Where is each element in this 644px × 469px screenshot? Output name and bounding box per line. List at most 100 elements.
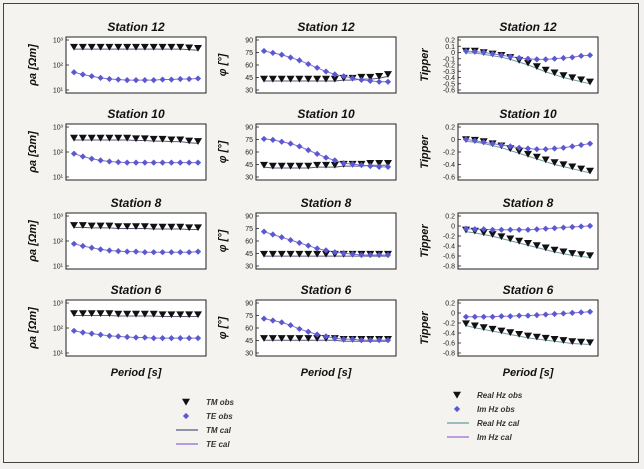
chart-3-phase-series-1-point: [305, 328, 312, 335]
chart-0-phase-ytick: 60: [245, 63, 253, 70]
chart-0-tipper-ytick: 0.2: [445, 38, 455, 45]
chart-0-rho-series-0-point: [158, 43, 167, 51]
chart-1-rho-series-0-point: [167, 136, 176, 144]
chart-3-rho-series-0-point: [194, 311, 202, 319]
chart-1-rho-series-0-point: [176, 136, 185, 144]
chart-0-rho-series-1-point: [70, 69, 78, 76]
chart-2-rho-series-0-point: [194, 224, 202, 232]
chart-3-phase-series-1-point: [384, 337, 392, 344]
chart-1-phase-ytick: 75: [245, 137, 253, 144]
chart-1-tipper-series-1-point: [489, 140, 496, 147]
chart-0-rho-series-1-point: [150, 77, 157, 84]
chart-3-tipper-ytick: -0.4: [443, 331, 455, 338]
chart-0-tipper-ytick: 0.1: [445, 44, 455, 51]
chart-2-phase-series-0-point: [260, 250, 268, 258]
chart-3-rho-ytick: 10³: [53, 301, 64, 308]
chart-2-tipper-series-0-point: [515, 237, 524, 245]
chart-1-rho-series-0-point: [87, 134, 96, 142]
chart-3-phase-ylabel: φ [°]: [217, 316, 229, 339]
chart-3-phase-series-1-point: [314, 331, 321, 338]
chart-2-tipper-series-0-point: [506, 235, 515, 243]
chart-1-rho-ytick: 10¹: [53, 175, 64, 182]
chart-3-rho-series-1-point: [177, 334, 184, 342]
chart-0-rho-series-1-point: [194, 75, 202, 82]
chart-1-phase-series-0-point: [304, 162, 313, 170]
chart-3-phase-series-0-point: [313, 335, 322, 342]
chart-3-phase-series-0-point: [260, 335, 268, 342]
chart-2-rho-series-1-point: [124, 248, 131, 255]
chart-1-phase-series-0-point: [313, 161, 322, 169]
chart-0-rho-series-1-point: [141, 77, 148, 84]
chart-0-rho-ytick: 10¹: [53, 88, 64, 95]
chart-0-tipper-ytick: -0.5: [443, 81, 455, 88]
chart-0-rho-series-0-point: [167, 43, 176, 51]
chart-2-phase-series-0-point: [277, 250, 286, 258]
chart-2-rho-series-0-point: [78, 222, 87, 229]
chart-3-phase-ytick: 90: [245, 301, 253, 308]
chart-2-tipper-series-1-point: [471, 226, 478, 233]
legend-left-item-label: TM cal: [206, 426, 232, 435]
chart-0-rho-series-0-point: [123, 43, 132, 51]
chart-3-phase-series-1-point: [278, 319, 285, 326]
chart-2-tipper-ytick: -0.4: [443, 244, 455, 251]
chart-1-tipper-series-0-point: [532, 153, 541, 161]
chart-3-phase-series-1-point: [287, 322, 294, 329]
chart-3-rho-series-0-point: [185, 311, 194, 319]
chart-3-tipper-ytick: 0: [451, 311, 455, 318]
chart-2-rho-series-1-point: [159, 249, 166, 256]
chart-2-rho-series-0-point: [123, 223, 132, 231]
chart-3-phase-series-0-point: [268, 335, 277, 342]
chart-2-rho-series-0-point: [158, 223, 167, 231]
chart-1-tipper-series-0-point: [586, 167, 594, 175]
chart-3-tipper-ytick: -0.6: [443, 341, 455, 348]
chart-3-tipper-series-1-point: [533, 312, 540, 319]
chart-0-rho-series-1-point: [168, 76, 175, 83]
chart-2-phase-series-1-point: [305, 242, 312, 249]
chart-0-rho-series-1-point: [159, 76, 166, 83]
chart-3-phase-series-1-point: [296, 325, 303, 333]
chart-1-phase-series-0-point: [286, 162, 295, 170]
chart-2-rho-series-0-point: [96, 222, 105, 230]
chart-2-rho-series-1-point: [106, 247, 113, 254]
chart-1-rho-series-1-point: [141, 159, 148, 166]
chart-0-phase-ylabel: φ [°]: [217, 53, 229, 76]
chart-1-rho-series-0-point: [149, 135, 158, 143]
chart-2-rho-series-0-point: [114, 223, 123, 231]
chart-0-rho-series-1-point: [177, 75, 184, 83]
chart-2-tipper-series-0-point: [568, 250, 577, 257]
chart-3-rho-series-0-point: [158, 311, 167, 319]
chart-1-rho-series-0-point: [158, 135, 167, 143]
chart-3-phase-series-0-point: [295, 335, 304, 342]
legend-right-item-marker: [453, 405, 461, 413]
chart-1-rho-series-1-point: [159, 159, 166, 166]
chart-1-rho-series-1-point: [186, 159, 193, 166]
chart-2-phase-ytick: 75: [245, 226, 253, 233]
chart-1-phase-series-0-point: [268, 162, 277, 170]
figure-canvas: Station 12 ρa [Ωm] 10³ 10² 10¹ Station 12 φ [°…: [27, 20, 599, 449]
chart-3-phase-ytick: 75: [245, 313, 253, 320]
chart-1-tipper-ytick: -0.6: [443, 175, 455, 182]
chart-2-rho-series-1-point: [79, 242, 86, 250]
chart-3-rho-series-0-point: [70, 310, 78, 318]
chart-3-phase-series-0-point: [277, 335, 286, 342]
chart-0-rho-ytick: 10²: [53, 63, 64, 70]
chart-0-phase-title: Station 12: [297, 20, 355, 34]
chart-3-phase-ytick: 45: [245, 338, 253, 345]
chart-3-rho-series-0-point: [105, 310, 114, 318]
chart-1-tipper-series-0-point: [550, 159, 559, 167]
chart-3-tipper-series-0-point: [524, 332, 532, 340]
chart-0-tipper-ytick: 0: [451, 50, 455, 57]
legend-right-item-label: Im Hz cal: [477, 433, 512, 442]
chart-3-tipper-ytick: 0.2: [445, 301, 455, 308]
chart-2-phase-ylabel: φ [°]: [217, 229, 229, 252]
x-axis-label: Period [s]: [301, 367, 352, 379]
chart-3-tipper-series-0-point: [479, 324, 488, 332]
chart-3-tipper-series-1-point: [498, 313, 505, 320]
chart-0-rho-title: Station 12: [107, 20, 165, 34]
chart-0-tipper-series-0-point: [524, 59, 532, 67]
chart-0-phase-series-0-point: [366, 73, 375, 81]
chart-1-tipper-series-0-point: [515, 148, 524, 155]
chart-0-phase-series-0-point: [286, 75, 295, 83]
chart-2-rho-series-1-point: [168, 249, 175, 256]
chart-0-phase-series-0-point: [313, 75, 322, 83]
